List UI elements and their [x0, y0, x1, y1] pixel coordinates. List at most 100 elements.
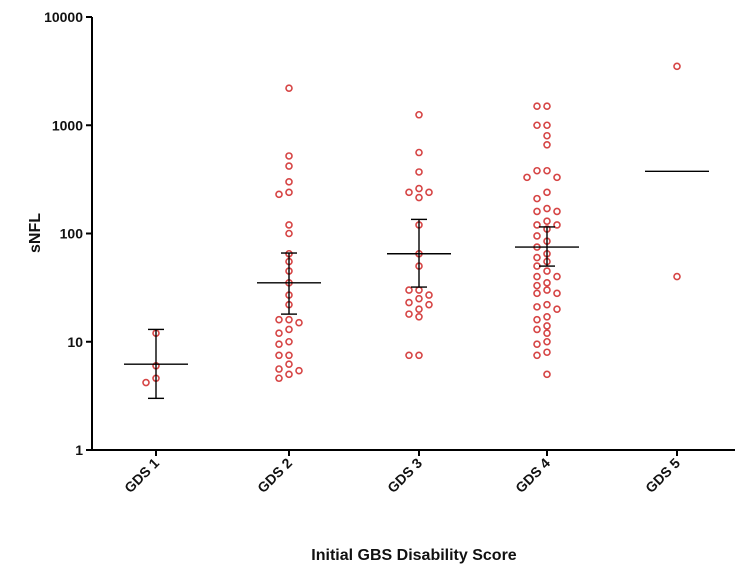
data-point	[285, 229, 293, 238]
data-point	[415, 193, 423, 202]
data-point	[553, 305, 561, 313]
y-axis-title: sNFL	[27, 213, 44, 253]
data-point	[533, 207, 541, 216]
data-point	[415, 351, 423, 360]
plot-area	[124, 62, 709, 400]
data-point	[543, 300, 551, 309]
data-point	[425, 291, 433, 299]
data-point	[543, 279, 551, 287]
data-point	[295, 366, 303, 375]
data-point	[285, 315, 293, 324]
y-tick-label: 10	[67, 334, 83, 350]
data-point	[553, 289, 561, 298]
y-axis: 1 10 100 1000 10000	[44, 9, 93, 458]
data-point	[275, 351, 283, 360]
data-point	[285, 370, 293, 379]
y-tick-label: 1000	[52, 117, 83, 133]
data-point	[543, 348, 551, 357]
data-point	[295, 318, 303, 327]
data-point	[543, 329, 551, 337]
data-point	[553, 221, 561, 229]
data-point	[533, 315, 541, 324]
data-point	[405, 298, 413, 307]
data-point	[415, 305, 423, 313]
data-point	[405, 286, 413, 294]
data-point	[285, 178, 293, 186]
data-point	[405, 310, 413, 318]
data-point	[533, 272, 541, 281]
data-point	[523, 173, 531, 182]
data-point	[533, 102, 541, 110]
data-point	[415, 313, 423, 321]
data-point	[285, 84, 293, 92]
data-point	[543, 267, 551, 275]
data-point	[285, 221, 293, 229]
data-point	[415, 148, 423, 157]
data-point	[543, 322, 551, 330]
data-point	[533, 325, 541, 334]
data-point	[543, 102, 551, 110]
data-point	[533, 281, 541, 290]
data-point	[533, 166, 541, 175]
y-tick-label: 1	[75, 442, 83, 458]
data-point	[553, 272, 561, 281]
data-point	[543, 313, 551, 321]
x-tick-label: GDS 1	[121, 455, 162, 496]
series-3	[387, 110, 451, 360]
data-point	[533, 194, 541, 203]
data-point	[275, 340, 283, 348]
data-point	[533, 340, 541, 348]
data-point	[285, 360, 293, 369]
data-point	[543, 188, 551, 197]
x-tick-label: GDS 5	[642, 455, 683, 496]
data-point	[415, 184, 423, 193]
data-point	[275, 315, 283, 324]
data-point	[543, 204, 551, 213]
data-point	[533, 221, 541, 229]
data-point	[533, 303, 541, 311]
series-2	[257, 84, 321, 383]
data-point	[142, 378, 150, 387]
data-point	[275, 190, 283, 199]
series-1	[124, 328, 188, 400]
data-point	[285, 152, 293, 160]
y-tick-label: 100	[60, 226, 84, 242]
data-point	[543, 121, 551, 130]
data-point	[673, 272, 681, 281]
data-point	[543, 217, 551, 225]
data-point	[285, 325, 293, 334]
data-point	[533, 351, 541, 360]
data-point	[275, 365, 283, 373]
data-point	[425, 188, 433, 197]
data-point	[543, 140, 551, 149]
y-tick-label: 10000	[44, 9, 83, 25]
x-axis-title: Initial GBS Disability Score	[311, 547, 516, 564]
data-point	[543, 286, 551, 294]
data-point	[415, 168, 423, 176]
data-point	[405, 188, 413, 197]
data-point	[553, 173, 561, 182]
data-point	[553, 207, 561, 216]
x-tick-label: GDS 4	[512, 455, 553, 496]
data-point	[543, 166, 551, 175]
data-point	[285, 337, 293, 346]
data-point	[533, 121, 541, 130]
data-point	[543, 370, 551, 379]
data-point	[275, 374, 283, 383]
data-point	[543, 337, 551, 346]
data-point	[285, 162, 293, 170]
x-tick-label: GDS 3	[384, 455, 425, 496]
series-4	[515, 102, 579, 379]
x-tick-label: GDS 2	[254, 455, 295, 496]
data-point	[285, 351, 293, 360]
data-point	[415, 286, 423, 294]
data-point	[543, 131, 551, 140]
data-point	[285, 188, 293, 197]
data-point	[415, 294, 423, 303]
data-point	[275, 329, 283, 337]
data-point	[533, 289, 541, 298]
data-point	[425, 300, 433, 309]
data-point	[533, 253, 541, 262]
x-axis: GDS 1 GDS 2 GDS 3 GDS 4 GDS 5	[92, 449, 735, 496]
